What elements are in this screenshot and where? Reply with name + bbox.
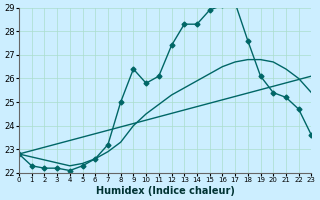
X-axis label: Humidex (Indice chaleur): Humidex (Indice chaleur) bbox=[96, 186, 235, 196]
